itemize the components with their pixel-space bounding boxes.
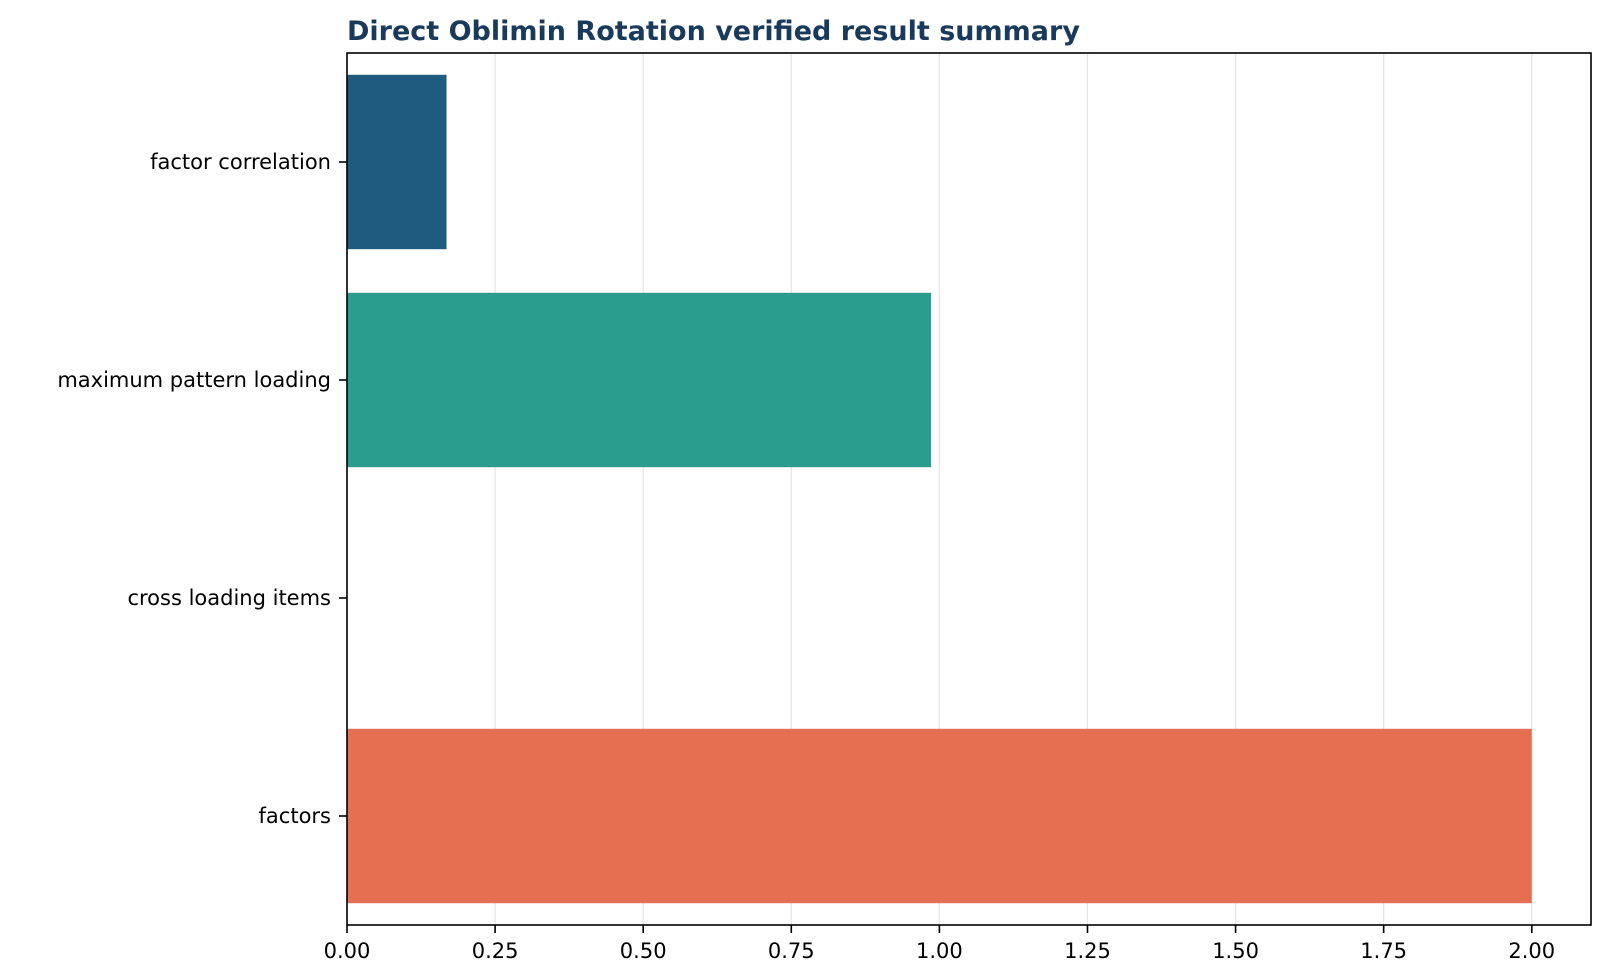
chart-title: Direct Oblimin Rotation verified result … [347, 16, 1080, 47]
bar-maximum-pattern-loading [347, 292, 932, 468]
y-tick-label: cross loading items [127, 586, 331, 610]
x-tick-label: 1.00 [916, 939, 963, 963]
y-tick-label: maximum pattern loading [57, 368, 331, 392]
x-tick-label: 1.25 [1064, 939, 1111, 963]
y-tick-label: factor correlation [150, 150, 331, 174]
bar-factor-correlation [347, 74, 447, 250]
x-tick-label: 0.50 [620, 939, 667, 963]
x-axis-ticks: 0.00 0.25 0.50 0.75 1.00 1.25 1.50 1.75 2.00 [324, 925, 1555, 963]
x-tick-label: 0.25 [472, 939, 519, 963]
x-tick-label: 2.00 [1508, 939, 1555, 963]
gridlines [346, 53, 1533, 925]
x-tick-label: 0.00 [324, 939, 371, 963]
x-tick-label: 1.75 [1360, 939, 1407, 963]
bar-factors [347, 728, 1532, 904]
x-tick-label: 0.75 [768, 939, 815, 963]
bars [347, 74, 1532, 904]
y-axis-ticks: factor correlation maximum pattern loadin… [57, 150, 347, 828]
x-tick-label: 1.50 [1212, 939, 1259, 963]
y-tick-label: factors [259, 804, 331, 828]
plot-frame [346, 52, 1592, 926]
